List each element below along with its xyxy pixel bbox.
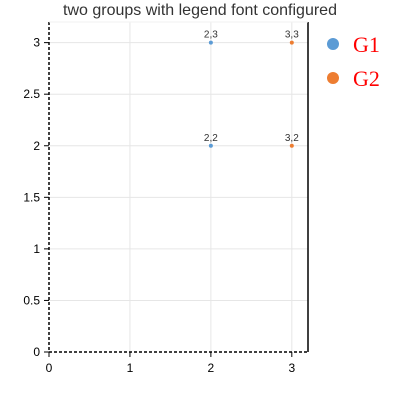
legend-label: G2 bbox=[353, 66, 380, 91]
tick-labels: 0 1 2 3 0 0.5 1 1.5 2 2.5 3 bbox=[23, 36, 295, 375]
data-point bbox=[208, 40, 213, 45]
data-point bbox=[289, 40, 294, 45]
axes bbox=[44, 21, 309, 357]
y-tick-label: 1 bbox=[33, 242, 40, 256]
data-label: 3,3 bbox=[285, 30, 299, 41]
legend-marker bbox=[327, 72, 339, 84]
y-tick-label: 0 bbox=[33, 345, 40, 359]
data-label: 2,2 bbox=[204, 133, 218, 144]
y-tick-label: 1.5 bbox=[23, 190, 40, 204]
x-tick-label: 1 bbox=[127, 361, 134, 375]
x-tick-label: 2 bbox=[208, 361, 215, 375]
data-label: 3,2 bbox=[285, 133, 299, 144]
legend-marker bbox=[327, 38, 339, 50]
y-tick-label: 0.5 bbox=[23, 293, 40, 307]
grid-lines bbox=[49, 22, 308, 352]
x-tick-label: 0 bbox=[46, 361, 53, 375]
chart-title: two groups with legend font configured bbox=[63, 2, 337, 19]
data-points: 2,2 2,3 3,2 3,3 bbox=[204, 30, 299, 148]
data-point bbox=[208, 143, 213, 148]
y-tick-label: 2 bbox=[33, 139, 40, 153]
y-tick-label: 2.5 bbox=[23, 87, 40, 101]
x-tick-label: 3 bbox=[288, 361, 295, 375]
legend-label: G1 bbox=[353, 32, 380, 57]
data-point bbox=[289, 143, 294, 148]
y-tick-label: 3 bbox=[33, 36, 40, 50]
data-label: 2,3 bbox=[204, 30, 218, 41]
